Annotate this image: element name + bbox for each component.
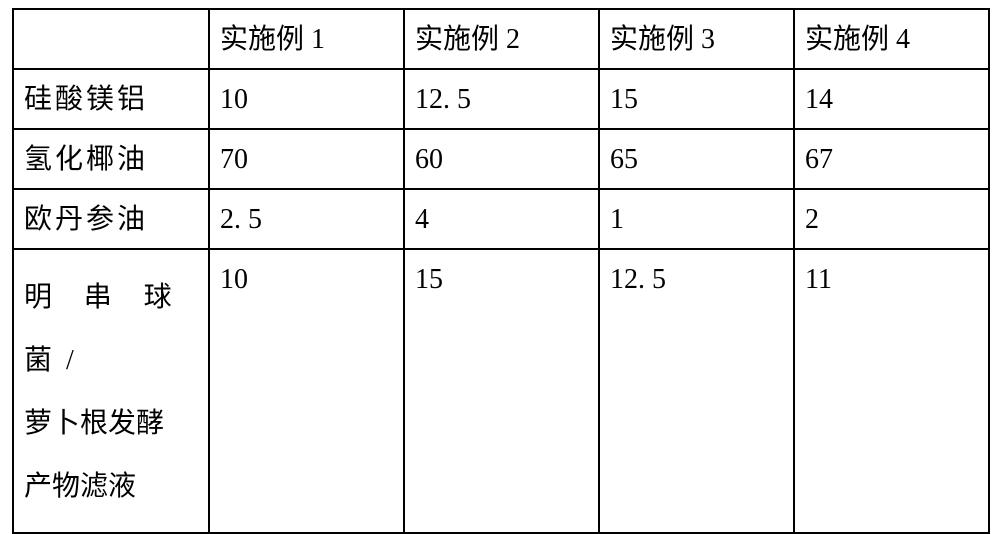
row-label-line: 明串球菌 /明 串 球 菌 / xyxy=(24,282,198,376)
table-row: 实施例 1 实施例 2 实施例 3 实施例 4 xyxy=(13,9,989,69)
row-label-line: 产物滤液 xyxy=(24,471,136,502)
row-label: 氢化椰油 xyxy=(13,129,209,189)
row-label-multiline: 明串球菌 /明 串 球 菌 / 萝卜根发酵 产物滤液 xyxy=(13,249,209,533)
cell: 11 xyxy=(794,249,989,533)
row-label: 欧丹参油 xyxy=(13,189,209,249)
table-row: 硅酸镁铝 10 12. 5 15 14 xyxy=(13,69,989,129)
cell: 65 xyxy=(599,129,794,189)
header-col-4: 实施例 4 xyxy=(794,9,989,69)
cell: 14 xyxy=(794,69,989,129)
cell: 15 xyxy=(404,249,599,533)
cell: 67 xyxy=(794,129,989,189)
cell: 12. 5 xyxy=(599,249,794,533)
cell: 12. 5 xyxy=(404,69,599,129)
table-row: 氢化椰油 70 60 65 67 xyxy=(13,129,989,189)
row-label: 硅酸镁铝 xyxy=(13,69,209,129)
page: 实施例 1 实施例 2 实施例 3 实施例 4 硅酸镁铝 10 12. 5 15… xyxy=(0,0,1000,525)
header-col-2: 实施例 2 xyxy=(404,9,599,69)
table-row: 欧丹参油 2. 5 4 1 2 xyxy=(13,189,989,249)
header-col-3: 实施例 3 xyxy=(599,9,794,69)
cell: 70 xyxy=(209,129,404,189)
data-table: 实施例 1 实施例 2 实施例 3 实施例 4 硅酸镁铝 10 12. 5 15… xyxy=(12,8,990,534)
cell: 1 xyxy=(599,189,794,249)
header-blank xyxy=(13,9,209,69)
header-col-1: 实施例 1 xyxy=(209,9,404,69)
cell: 10 xyxy=(209,69,404,129)
cell: 2 xyxy=(794,189,989,249)
table-row: 明串球菌 /明 串 球 菌 / 萝卜根发酵 产物滤液 10 15 12. 5 1… xyxy=(13,249,989,533)
cell: 15 xyxy=(599,69,794,129)
row-label-line: 萝卜根发酵 xyxy=(24,408,164,439)
cell: 4 xyxy=(404,189,599,249)
cell: 2. 5 xyxy=(209,189,404,249)
cell: 60 xyxy=(404,129,599,189)
cell: 10 xyxy=(209,249,404,533)
